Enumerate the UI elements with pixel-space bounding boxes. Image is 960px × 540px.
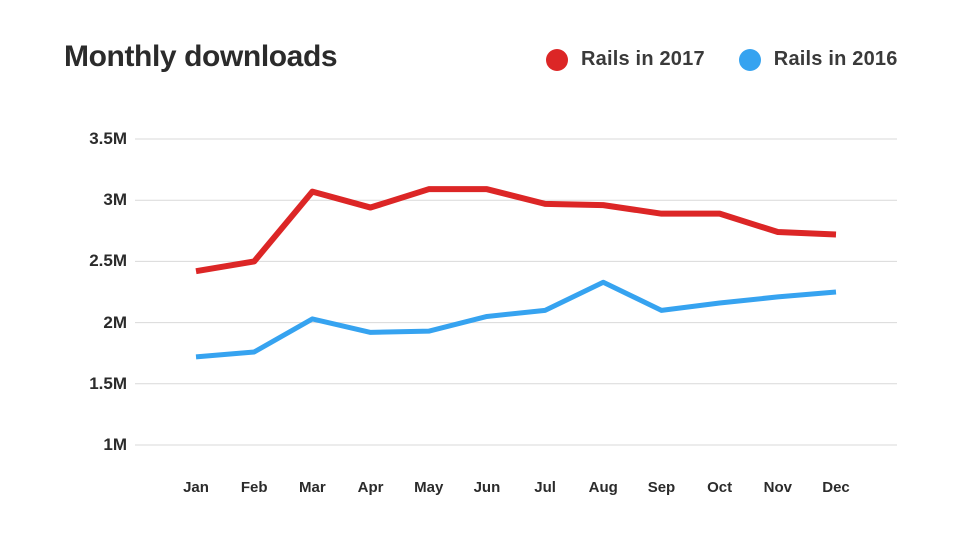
x-axis-tick-label: Sep [647,479,676,496]
chart-series-lines [195,186,837,360]
legend-dot-icon-series-1 [546,48,568,71]
legend-label-series-1: Rails in 2017 [581,48,705,70]
legend-label-series-2: Rails in 2016 [773,48,898,70]
y-axis-tick-label: 1.5M [89,373,127,393]
x-axis-tick-label: May [414,479,444,496]
series-line-2 [195,279,837,360]
x-axis-tick-label: Jun [473,479,501,496]
y-axis-tick-label: 3.5M [89,129,127,148]
page-title: Monthly downloads [64,40,338,73]
x-axis-tick-label: Dec [822,479,850,496]
x-axis-tick-label: Jan [183,479,209,496]
y-axis-tick-label: 2.5M [89,251,127,271]
y-axis-tick-label: 1M [103,435,127,454]
y-axis-tick-label: 3M [103,190,127,210]
chart-legend: Rails in 2017 Rails in 2016 [546,48,898,71]
y-axis-tick-label: 2M [103,312,127,332]
x-axis-tick-label: Apr [357,479,384,496]
x-axis-tick-label: Aug [588,479,618,496]
chart-gridlines [135,138,897,446]
legend-item-series-2[interactable]: Rails in 2016 [738,48,898,71]
x-axis-tick-label: Jul [534,479,556,496]
x-axis-tick-label: Mar [299,479,326,496]
legend-item-series-1[interactable]: Rails in 2017 [546,48,705,71]
series-line-1 [195,186,837,275]
x-axis-tick-label: Oct [707,479,733,496]
x-axis-tick-label: Nov [763,479,792,496]
legend-dot-icon-series-2 [738,48,761,71]
x-axis-tick-label: Feb [240,479,268,496]
